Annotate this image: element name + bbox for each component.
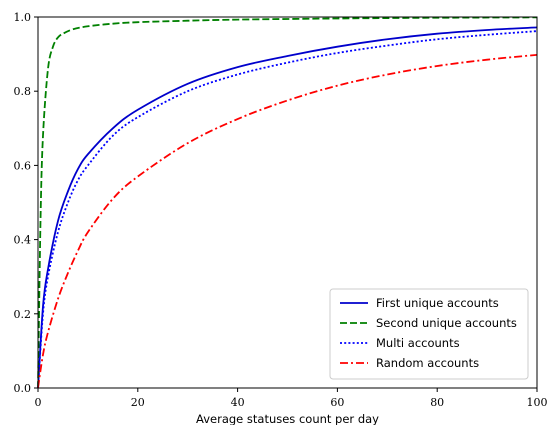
y-tick-label: 0.4 [14,234,32,247]
legend-entry-label: Second unique accounts [376,316,517,330]
legend-box [329,288,529,380]
y-tick-label: 0.8 [14,85,32,98]
series-line-3 [37,30,538,389]
x-axis-title: Average statuses count per day [196,412,379,425]
y-tick-label: 0.2 [14,308,32,321]
series-line-1 [37,26,538,389]
x-axis-ticks: 0 20 40 60 80 100 [35,388,548,409]
legend-entry-label: Multi accounts [376,336,460,350]
plot-frame [37,16,538,389]
x-tick-label: 60 [330,396,344,409]
series-line-4 [37,53,538,389]
y-tick-label: 1.0 [14,11,32,24]
x-tick-label: 80 [430,396,444,409]
y-axis-ticks: 0.0 0.2 0.4 0.6 0.8 1.0 [14,11,38,395]
series-line-2 [37,16,538,389]
x-tick-label: 0 [35,396,42,409]
legend: First unique accounts Second unique accou… [329,288,529,380]
y-tick-label: 0.6 [14,159,32,172]
x-tick-label: 20 [131,396,145,409]
x-tick-label: 100 [527,396,548,409]
x-tick-label: 40 [231,396,245,409]
legend-entry-label: Random accounts [376,356,479,370]
legend-entry-label: First unique accounts [376,296,499,310]
series-layer [37,16,538,389]
y-tick-label: 0.0 [14,382,32,395]
